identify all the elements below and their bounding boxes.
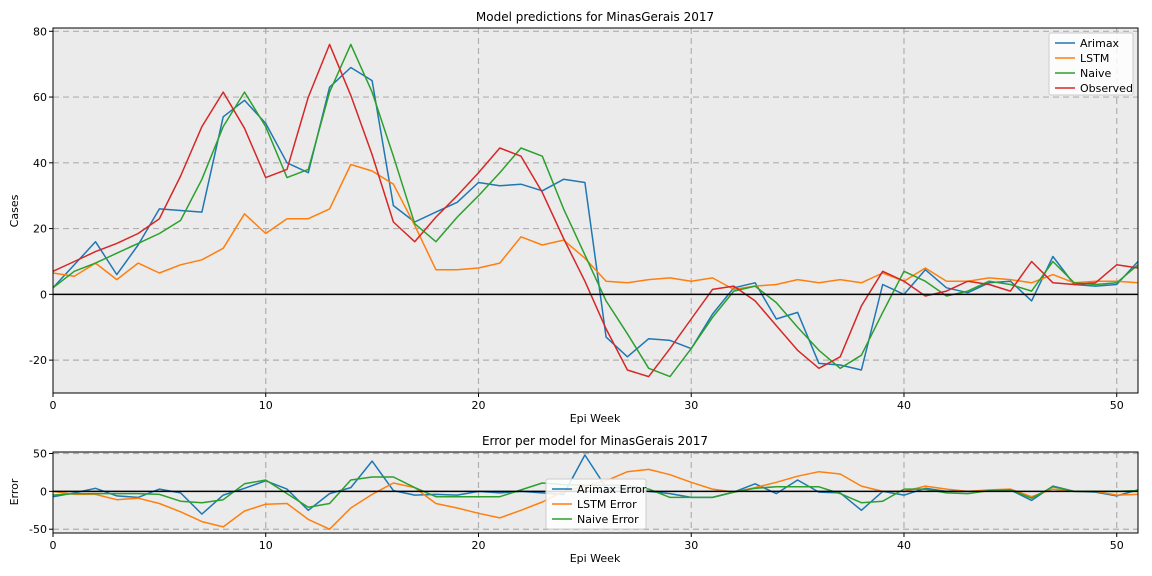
- errors-legend-box: [545, 478, 647, 530]
- errors-legend-label: Arimax Error: [577, 483, 647, 496]
- predictions-plot-area: [52, 27, 1139, 394]
- predictions-xtick-label: 50: [1110, 399, 1124, 412]
- chart-errors-title: Error per model for MinasGerais 2017: [482, 434, 708, 448]
- predictions-legend-label: Arimax: [1080, 37, 1120, 50]
- errors-legend-label: LSTM Error: [577, 498, 637, 511]
- predictions-ytick-label: -20: [29, 354, 47, 367]
- predictions-frame: [52, 27, 1139, 394]
- chart-predictions-title: Model predictions for MinasGerais 2017: [476, 10, 714, 24]
- predictions-plot-background: [53, 28, 1138, 393]
- errors-xtick-label: 30: [684, 539, 698, 552]
- chart-predictions: Model predictions for MinasGerais 2017 E…: [8, 10, 1139, 425]
- errors-ytick-label: 50: [33, 448, 47, 461]
- predictions-ytick-label: 80: [33, 25, 47, 38]
- predictions-ytick-label: 0: [40, 288, 47, 301]
- predictions-ytick-label: 60: [33, 91, 47, 104]
- chart-errors-ylabel: Error: [8, 478, 21, 505]
- predictions-ytick-label: 40: [33, 157, 47, 170]
- predictions-xtick-label: 40: [897, 399, 911, 412]
- chart-predictions-ylabel: Cases: [8, 194, 21, 227]
- predictions-series-lstm: [52, 163, 1139, 291]
- predictions-legend-label: Observed: [1080, 82, 1133, 95]
- predictions-xtick-label: 20: [471, 399, 485, 412]
- predictions-legend-label: LSTM: [1080, 52, 1109, 65]
- predictions-legend-label: Naive: [1080, 67, 1112, 80]
- errors-legend-label: Naive Error: [577, 513, 639, 526]
- errors-xtick-label: 10: [259, 539, 273, 552]
- chart-errors-xlabel: Epi Week: [570, 552, 621, 565]
- errors-ytick-label: 0: [40, 485, 47, 498]
- predictions-xtick-label: 10: [259, 399, 273, 412]
- predictions-ytick-label: 20: [33, 223, 47, 236]
- predictions-legend-box: [1048, 32, 1134, 96]
- errors-legend: Arimax Error LSTM Error Naive Error: [545, 478, 647, 530]
- chart-predictions-xlabel: Epi Week: [570, 412, 621, 425]
- predictions-legend: Arimax LSTM Naive Observed: [1048, 32, 1134, 96]
- predictions-series-observed: [52, 43, 1139, 378]
- errors-xtick-label: 40: [897, 539, 911, 552]
- errors-xtick-label: 20: [471, 539, 485, 552]
- predictions-xtick-label: 30: [684, 399, 698, 412]
- errors-frame: [52, 451, 1139, 534]
- predictions-xtick-label: 0: [50, 399, 57, 412]
- errors-ytick-label: -50: [29, 523, 47, 536]
- errors-xtick-label: 50: [1110, 539, 1124, 552]
- chart-errors: Error per model for MinasGerais 2017 Epi…: [8, 434, 1139, 565]
- errors-xtick-label: 0: [50, 539, 57, 552]
